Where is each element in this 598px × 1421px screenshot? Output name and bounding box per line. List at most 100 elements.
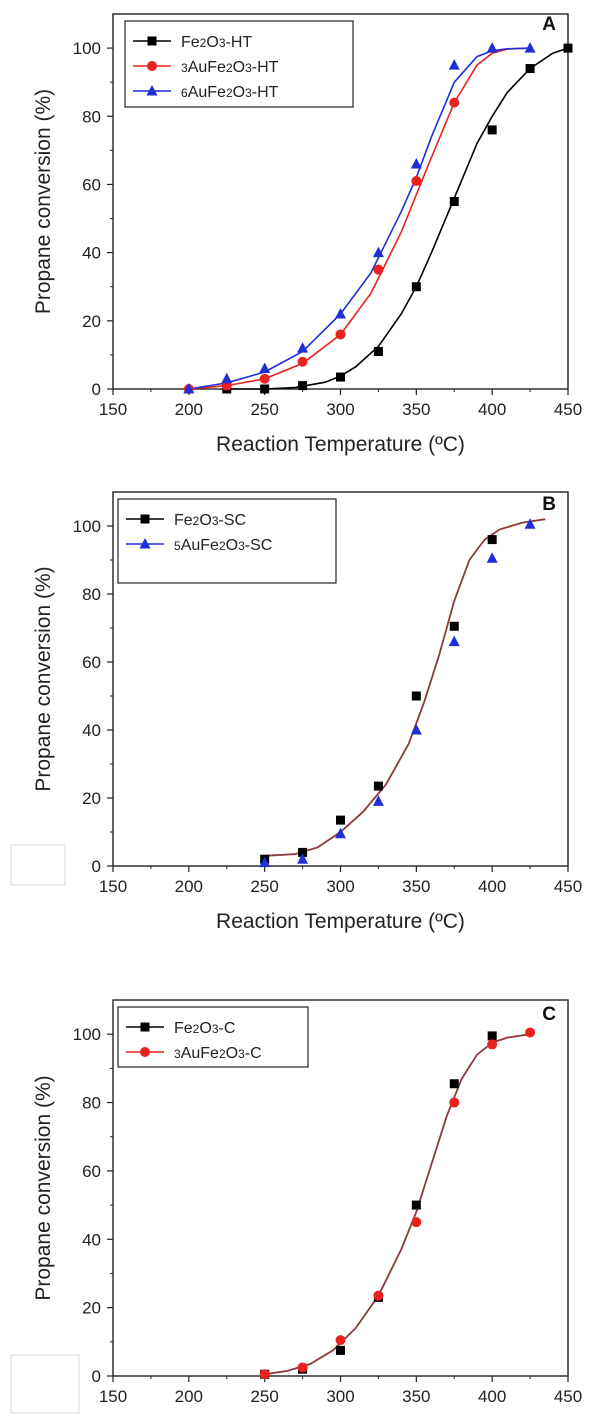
y-tick-label: 20 — [82, 312, 101, 331]
legend-label: 3AuFe2O3-C — [174, 1045, 262, 1062]
legend-label: 5AuFe2O3-SC — [174, 537, 272, 554]
data-point — [448, 635, 460, 647]
legend-marker — [140, 1047, 150, 1057]
data-point — [449, 1097, 460, 1108]
y-tick-label: 60 — [82, 1162, 101, 1181]
legend-marker — [146, 85, 158, 96]
data-point — [221, 372, 233, 384]
blank-box — [10, 1354, 80, 1414]
legend-label: 3AuFe2O3-HT — [181, 59, 279, 76]
data-point — [372, 246, 384, 258]
x-tick-label: 200 — [175, 877, 203, 896]
data-point — [410, 724, 422, 735]
data-point — [372, 795, 384, 806]
x-tick-label: 300 — [326, 1387, 354, 1406]
legend-marker — [139, 538, 151, 549]
data-point — [297, 1362, 308, 1373]
fit-curve — [264, 518, 546, 857]
y-tick-label: 60 — [82, 175, 101, 194]
y-tick-label: 80 — [82, 107, 101, 126]
legend-label: Fe2O3-SC — [174, 512, 246, 529]
x-tick-label: 150 — [99, 400, 127, 419]
y-tick-label: 80 — [82, 585, 101, 604]
x-tick-label: 300 — [326, 400, 354, 419]
x-tick-label: 450 — [554, 1387, 582, 1406]
data-point — [524, 42, 536, 53]
y-tick-label: 20 — [82, 1299, 101, 1318]
data-point — [335, 308, 346, 319]
data-point — [449, 621, 459, 631]
legend: Fe2O3-HT 3AuFe2O3-HT 6AuFe2O3-HT — [124, 20, 354, 108]
data-point — [373, 781, 383, 791]
data-point — [259, 362, 271, 374]
y-tick-label: 0 — [92, 1367, 101, 1386]
data-point — [335, 329, 346, 340]
x-tick-label: 350 — [402, 400, 430, 419]
data-point — [373, 264, 384, 275]
data-point — [373, 347, 383, 356]
fit-curve — [264, 1033, 531, 1376]
x-tick-label: 250 — [250, 1387, 278, 1406]
data-point — [183, 383, 195, 394]
y-tick-label: 100 — [73, 517, 101, 536]
x-tick-label: 200 — [175, 400, 203, 419]
legend: Fe2O3-SC 5AuFe2O3-SC — [117, 498, 337, 584]
data-point — [449, 197, 459, 206]
chart-panel-b: 150 200 250 300 350 400 450 0 20 40 60 80 100 Reactio… — [32, 491, 582, 933]
y-tick-label: 100 — [73, 39, 101, 58]
panel-letter: C — [542, 1004, 556, 1025]
y-tick-label: 60 — [82, 653, 101, 672]
data-point — [411, 176, 422, 187]
legend-marker — [140, 514, 150, 524]
x-tick-label: 450 — [554, 877, 582, 896]
legend-marker — [147, 61, 157, 71]
blank-box — [10, 844, 66, 886]
data-point — [336, 1345, 345, 1355]
y-tick-label: 80 — [82, 1094, 101, 1113]
fit-curve — [188, 47, 531, 390]
data-point — [449, 97, 460, 108]
chart-panel-c: 150200250300350400450020406080100Reactio… — [32, 999, 582, 1421]
data-point — [259, 373, 270, 384]
data-point — [297, 853, 309, 864]
chart-panel-a: 150 200 250 300 350 400 450 0 20 40 60 80 100 Reactio… — [32, 13, 582, 456]
legend-box — [117, 1006, 309, 1068]
data-point — [487, 1039, 498, 1050]
x-tick-label: 400 — [478, 877, 506, 896]
x-tick-label: 250 — [250, 400, 278, 419]
data-point — [336, 815, 345, 825]
data-point — [297, 342, 309, 353]
data-point — [411, 1200, 421, 1210]
y-tick-label: 40 — [82, 1230, 101, 1249]
data-point — [525, 1027, 536, 1038]
data-point — [487, 1031, 497, 1041]
data-point — [297, 356, 308, 367]
x-tick-label: 150 — [99, 877, 127, 896]
data-point — [411, 282, 421, 292]
y-tick-label: 40 — [82, 721, 101, 740]
data-point — [335, 827, 346, 839]
data-point — [449, 1079, 459, 1089]
x-tick-label: 300 — [326, 877, 354, 896]
y-axis-label: Propane conversion (%) — [32, 1075, 55, 1300]
x-tick-label: 350 — [402, 1387, 430, 1406]
y-axis-label: Propane conversion (%) — [32, 566, 55, 791]
x-tick-label: 400 — [478, 1387, 506, 1406]
legend-marker — [140, 1022, 150, 1032]
data-point — [486, 552, 498, 563]
data-point — [487, 125, 497, 135]
legend-label: 6AuFe2O3-HT — [181, 84, 279, 101]
y-tick-label: 0 — [92, 857, 101, 876]
data-point — [525, 64, 535, 74]
panel-letter: A — [542, 14, 556, 35]
legend-box — [124, 20, 354, 108]
legend-label: Fe2O3-HT — [181, 34, 252, 51]
x-tick-label: 200 — [175, 1387, 203, 1406]
y-tick-label: 0 — [92, 380, 101, 399]
data-point — [411, 691, 421, 701]
data-point — [448, 59, 460, 70]
x-tick-label: 250 — [250, 877, 278, 896]
x-axis-label: Reaction Temperature (ºC) — [216, 910, 465, 933]
data-point — [259, 856, 271, 868]
